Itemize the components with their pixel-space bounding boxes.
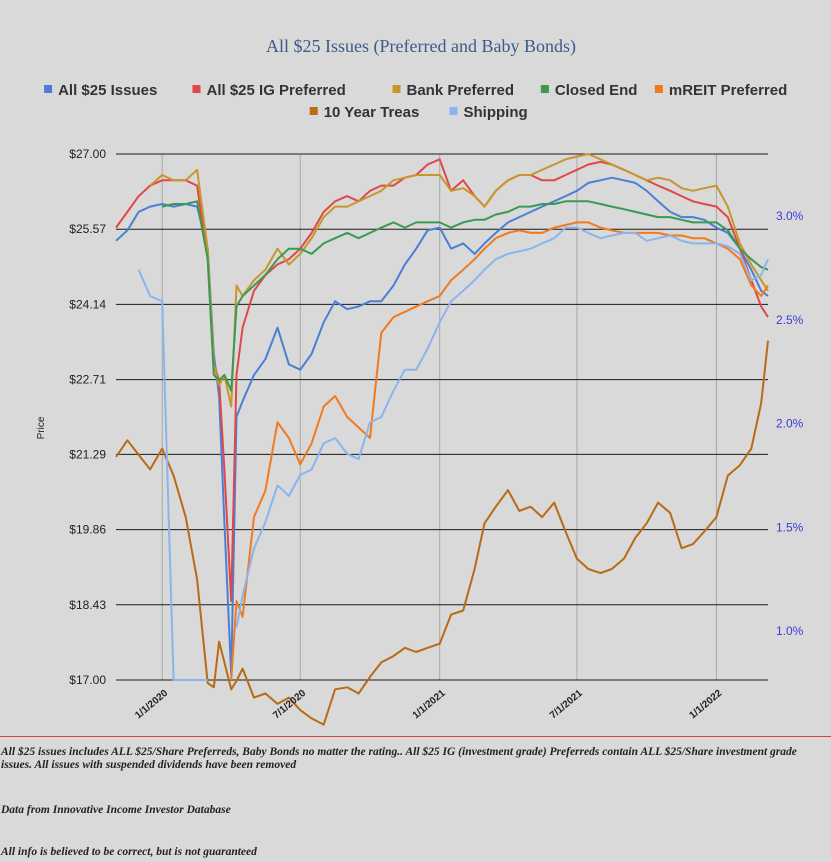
series-lines (115, 153, 769, 726)
x-tick-label: 7/1/2021 (548, 688, 585, 722)
x-tick-label: 1/1/2021 (411, 688, 448, 722)
legend-swatch (192, 85, 201, 93)
series-line-all-25-ig-preferred (115, 158, 769, 603)
y-tick-label: $21.29 (69, 447, 106, 461)
x-axis-ticks: 1/1/2020 7/1/2020 1/1/2021 7/1/2021 1/1/2022 (133, 688, 724, 722)
y2-tick-label: 2.0% (776, 417, 804, 431)
series-line-shipping (137, 226, 769, 681)
series-line-10-year-treas (115, 340, 769, 726)
footer: All $25 issues includes ALL $25/Share Pr… (0, 736, 831, 862)
legend: All $25 Issues All $25 IG Preferred Bank P… (44, 82, 787, 121)
legend-label: Bank Preferred (407, 82, 515, 99)
legend-item: All $25 IG Preferred (192, 82, 346, 99)
y2-tick-label: 1.0% (776, 624, 804, 638)
left-axis-ticks: $17.00 $18.43 $19.86 $21.29 $22.71 $24.14 $25.… (69, 147, 106, 687)
right-axis-ticks: 1.0% 1.5% 2.0% 2.5% 3.0% (776, 209, 804, 638)
legend-item: Bank Preferred (392, 82, 515, 99)
legend-item: mREIT Preferred (654, 82, 787, 99)
y-tick-label: $19.86 (69, 523, 106, 537)
y2-tick-label: 2.5% (776, 313, 804, 327)
horizontal-gridlines (116, 153, 768, 681)
y2-tick-label: 1.5% (776, 520, 804, 534)
footer-divider (0, 736, 831, 737)
y-axis-label: Price (36, 416, 47, 439)
y-tick-label: $18.43 (69, 598, 106, 612)
legend-label: 10 Year Treas (324, 104, 420, 121)
legend-item: 10 Year Treas (309, 104, 420, 121)
legend-swatch (449, 107, 458, 115)
chart: All $25 Issues (Preferred and Baby Bonds… (36, 36, 804, 726)
y-tick-label: $17.00 (69, 673, 106, 687)
legend-item: Shipping (449, 104, 528, 121)
footer-disclaimer: All info is believed to be correct, but … (1, 846, 257, 858)
footer-note: All $25 issues includes ALL $25/Share Pr… (1, 746, 797, 771)
x-tick-label: 1/1/2020 (133, 688, 170, 722)
legend-item: All $25 Issues (44, 82, 157, 99)
y-tick-label: $24.14 (69, 297, 106, 311)
y-tick-label: $25.57 (69, 222, 106, 236)
vertical-gridlines (161, 154, 717, 680)
y-tick-label: $22.71 (69, 373, 106, 387)
y2-tick-label: 3.0% (776, 209, 804, 223)
legend-item: Closed End (540, 82, 638, 99)
series-line-mreit-preferred (230, 221, 769, 681)
legend-swatch (309, 107, 318, 115)
legend-swatch (540, 85, 549, 93)
legend-swatch (44, 85, 53, 93)
legend-label: Closed End (555, 82, 638, 99)
series-line-bank-preferred (149, 153, 769, 408)
x-tick-label: 1/1/2022 (687, 688, 724, 722)
series-line-closed-end (161, 200, 769, 392)
legend-label: All $25 Issues (58, 82, 157, 99)
y-tick-label: $27.00 (69, 147, 106, 161)
legend-swatch (392, 85, 401, 93)
legend-swatch (654, 85, 663, 93)
legend-label: Shipping (464, 104, 528, 121)
legend-label: All $25 IG Preferred (207, 82, 346, 99)
legend-label: mREIT Preferred (669, 82, 787, 99)
footer-source: Data from Innovative Income Investor Dat… (1, 804, 231, 816)
series-line-all-25-issues (115, 176, 769, 676)
chart-title: All $25 Issues (Preferred and Baby Bonds… (266, 36, 576, 57)
